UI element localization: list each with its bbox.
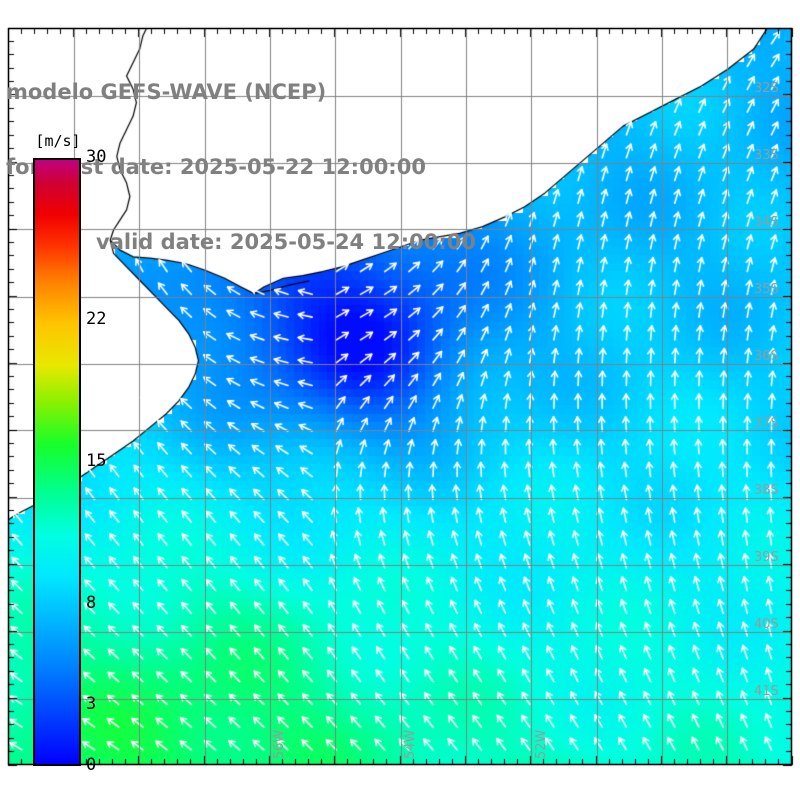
colorbar-tick-22: 22: [86, 309, 107, 330]
lat-label-40S: 40S: [754, 617, 779, 632]
lat-label-33S: 33S: [754, 148, 779, 163]
lat-label-38S: 38S: [754, 483, 779, 498]
colorbar-tick-0: 0: [86, 755, 97, 775]
colorbar[interactable]: [33, 158, 81, 766]
lon-label-56W: 56W: [272, 729, 288, 759]
lat-label-34S: 34S: [754, 215, 779, 230]
lat-label-36S: 36S: [754, 349, 779, 364]
colorbar-tick-30: 30: [86, 147, 107, 167]
chart-title-block: modelo GEFS-WAVE (NCEP) forecast date: 2…: [6, 30, 566, 305]
valid-date: valid date: 2025-05-24 12:00:00: [96, 230, 476, 254]
lon-label-54W: 54W: [403, 729, 418, 759]
colorbar-tick-3: 3: [86, 694, 97, 715]
lon-label-52W: 52W: [533, 729, 549, 759]
lat-label-37S: 37S: [754, 416, 779, 431]
colorbar-unit-label: [m/s]: [35, 132, 81, 150]
model-title: modelo GEFS-WAVE (NCEP): [6, 80, 327, 104]
lat-label-41S: 41S: [754, 684, 779, 699]
forecast-date: forecast date: 2025-05-22 12:00:00: [6, 155, 426, 179]
colorbar-tick-8: 8: [86, 592, 97, 613]
lat-label-35S: 35S: [754, 282, 779, 297]
colorbar-tick-15: 15: [86, 451, 107, 471]
lat-label-32S: 32S: [754, 81, 779, 96]
colorbar-gradient: [33, 158, 81, 766]
lat-label-39S: 39S: [754, 550, 779, 565]
